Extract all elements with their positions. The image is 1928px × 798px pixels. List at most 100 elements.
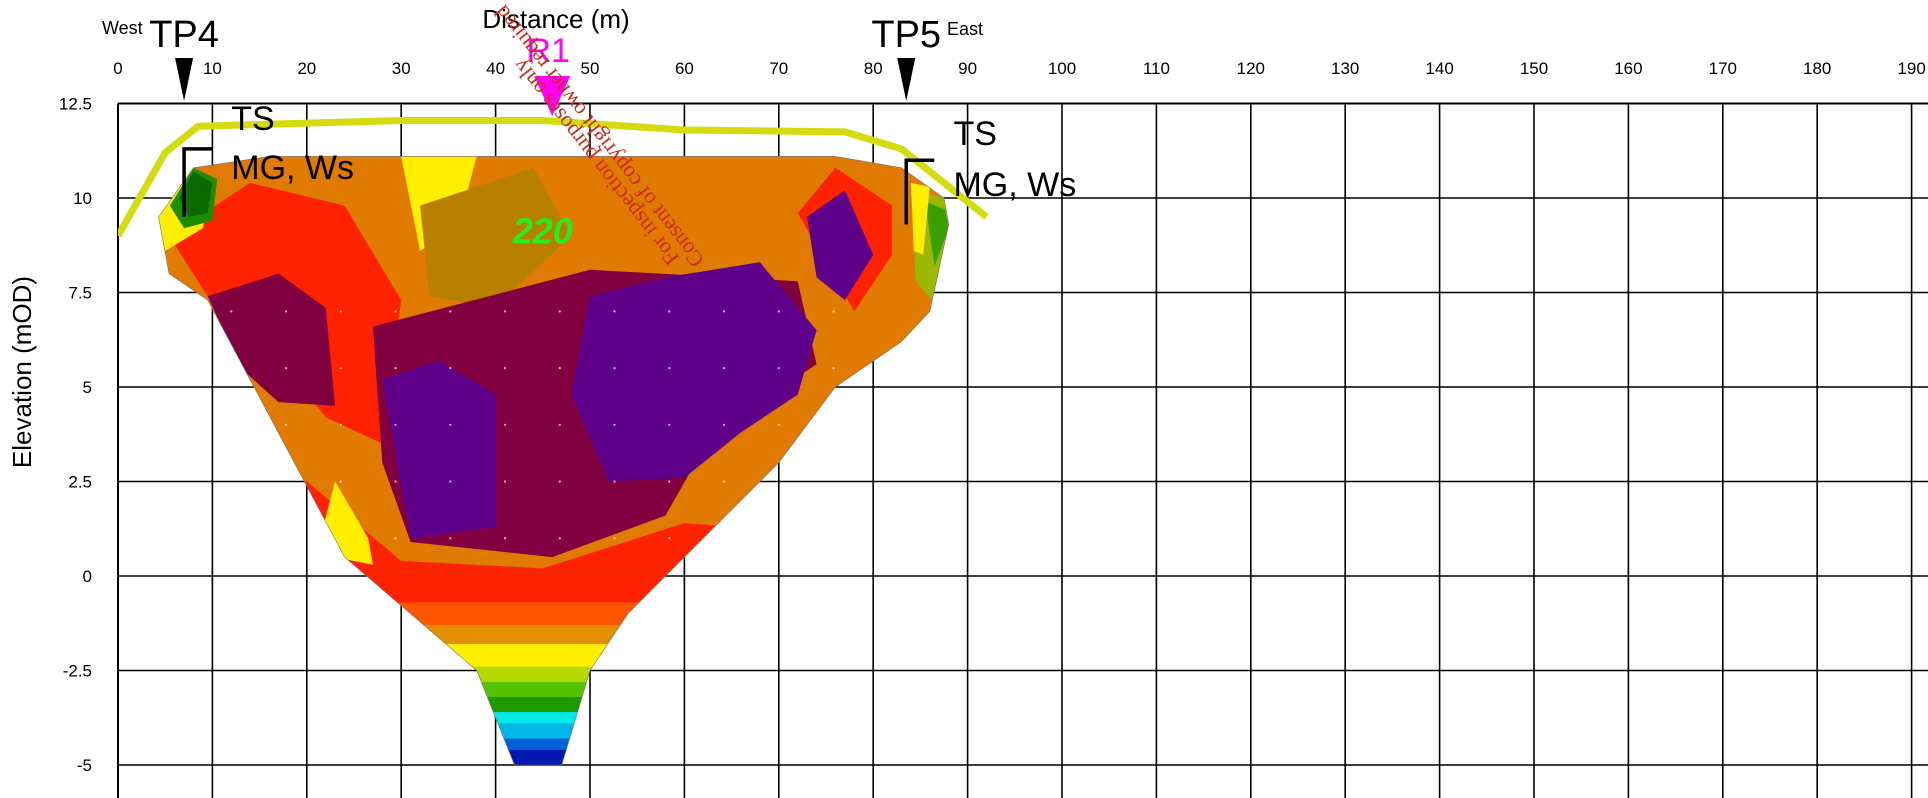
resistivity-zone-mid-purple-2: [571, 262, 817, 482]
trial-pit-label: TP4: [149, 14, 219, 56]
data-point: [284, 367, 288, 370]
x-tick-label: 100: [1048, 59, 1076, 78]
x-tick-label: 90: [958, 59, 977, 78]
data-point: [832, 537, 835, 540]
x-tick-label: 50: [581, 59, 600, 78]
x-tick-label: 30: [392, 59, 411, 78]
trial-pit-label: TP5: [871, 14, 941, 56]
resistivity-zone-east-cap-yellow: [911, 182, 930, 255]
x-tick-label: 20: [297, 59, 316, 78]
data-point: [449, 367, 452, 370]
data-point: [449, 537, 452, 540]
overlay-annotations: [118, 117, 989, 238]
data-point: [394, 480, 397, 483]
data-point: [722, 480, 726, 483]
data-point: [503, 423, 507, 426]
data-point: [339, 423, 342, 426]
x-tick-label: 160: [1614, 59, 1642, 78]
resistivity-zone-center-gold: [420, 167, 572, 308]
r1-label: R1: [527, 32, 570, 70]
data-point: [668, 423, 671, 426]
geology-label-top: TS: [231, 100, 274, 138]
x-tick-label: 0: [113, 59, 122, 78]
x-tick-label: 60: [675, 59, 694, 78]
data-point: [230, 423, 233, 426]
geology-label-bottom: MG, Ws: [953, 166, 1076, 204]
x-axis-title: Distance (m): [482, 4, 629, 34]
data-point: [832, 423, 835, 426]
y-tick-label: 10: [73, 189, 92, 208]
data-point: [394, 367, 397, 370]
west-label: West: [102, 18, 143, 38]
data-point: [284, 423, 288, 426]
data-point: [503, 367, 507, 370]
resistivity-zone-east-purple: [807, 190, 874, 301]
data-point: [284, 310, 288, 313]
x-tick-label: 140: [1425, 59, 1453, 78]
x-tick-label: 70: [769, 59, 788, 78]
data-point: [668, 310, 671, 313]
trial-pit-marker-icon: [175, 58, 194, 101]
data-point: [777, 367, 780, 370]
y-tick-label: -5: [77, 756, 92, 775]
data-point: [503, 480, 507, 483]
resistivity-zone-west-cap-darkgreen: [179, 171, 213, 217]
y-tick-label: 0: [83, 567, 92, 586]
data-point: [722, 367, 726, 370]
x-tick-label: 190: [1897, 59, 1925, 78]
x-tick-label: 170: [1709, 59, 1737, 78]
x-tick-label: 80: [864, 59, 883, 78]
y-tick-label: 5: [83, 378, 92, 397]
data-point: [613, 310, 616, 313]
x-tick-label: 180: [1803, 59, 1831, 78]
x-tick-label: 10: [203, 59, 222, 78]
data-point: [722, 537, 726, 540]
x-tick-label: 130: [1331, 59, 1359, 78]
axis-frame: 0 10 20 30 40 50 60 70 80 90 100 110 120 130 140 150 160…: [59, 59, 1928, 798]
data-point: [339, 310, 342, 313]
data-point: [613, 480, 616, 483]
data-point: [613, 423, 616, 426]
data-point: [613, 367, 616, 370]
data-point: [339, 480, 342, 483]
data-point: [832, 367, 835, 370]
trial-pit-log: [904, 158, 935, 225]
data-point: [230, 537, 233, 540]
data-point: [230, 310, 233, 313]
r1-marker-icon: [534, 76, 571, 116]
data-point: [284, 537, 288, 540]
x-tick-label: 120: [1237, 59, 1265, 78]
data-point: [503, 310, 507, 313]
resistivity-zone-mid-purple-1: [382, 360, 496, 539]
data-point: [449, 310, 452, 313]
y-tick-label: 7.5: [68, 284, 92, 303]
resistivity-zone-top: [231, 156, 874, 244]
east-label: East: [947, 19, 983, 39]
x-tick-label: 40: [486, 59, 505, 78]
resistivity-value-label: 220: [512, 210, 573, 251]
data-point: [230, 367, 233, 370]
data-point: [339, 537, 342, 540]
data-point: [668, 480, 671, 483]
data-point: [558, 367, 561, 370]
data-point: [503, 537, 507, 540]
data-point: [394, 423, 397, 426]
data-point: [394, 537, 397, 540]
data-point: [449, 423, 452, 426]
data-point: [777, 423, 780, 426]
x-tick-label: 110: [1143, 59, 1170, 78]
geology-label-bottom: MG, Ws: [231, 149, 354, 187]
data-point: [832, 310, 835, 313]
trial-pit-marker-icon: [897, 58, 916, 101]
data-point: [613, 537, 616, 540]
data-point: [722, 423, 726, 426]
data-point: [449, 480, 452, 483]
resistivity-zone-east-cap-green: [925, 201, 949, 266]
geology-label-top: TS: [953, 115, 996, 153]
x-tick-label: 150: [1520, 59, 1548, 78]
data-point: [777, 310, 780, 313]
data-point: [558, 537, 561, 540]
data-point: [558, 310, 561, 313]
trial-pit-log: [182, 147, 213, 217]
